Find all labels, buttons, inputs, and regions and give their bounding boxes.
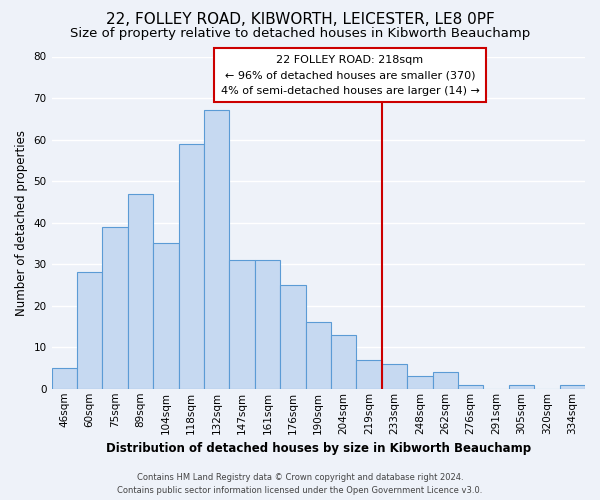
- Text: 22 FOLLEY ROAD: 218sqm
← 96% of detached houses are smaller (370)
4% of semi-det: 22 FOLLEY ROAD: 218sqm ← 96% of detached…: [221, 54, 479, 96]
- Bar: [52, 368, 77, 389]
- Text: Contains HM Land Registry data © Crown copyright and database right 2024.
Contai: Contains HM Land Registry data © Crown c…: [118, 474, 482, 495]
- Text: Size of property relative to detached houses in Kibworth Beauchamp: Size of property relative to detached ho…: [70, 28, 530, 40]
- Bar: [280, 285, 305, 389]
- Bar: [77, 272, 103, 389]
- Bar: [128, 194, 153, 389]
- Y-axis label: Number of detached properties: Number of detached properties: [15, 130, 28, 316]
- Bar: [331, 335, 356, 389]
- Bar: [204, 110, 229, 389]
- Bar: [179, 144, 204, 389]
- Bar: [433, 372, 458, 389]
- Bar: [560, 384, 585, 389]
- X-axis label: Distribution of detached houses by size in Kibworth Beauchamp: Distribution of detached houses by size …: [106, 442, 531, 455]
- Bar: [153, 244, 179, 389]
- Bar: [407, 376, 433, 389]
- Bar: [305, 322, 331, 389]
- Bar: [458, 384, 484, 389]
- Text: 22, FOLLEY ROAD, KIBWORTH, LEICESTER, LE8 0PF: 22, FOLLEY ROAD, KIBWORTH, LEICESTER, LE…: [106, 12, 494, 28]
- Bar: [509, 384, 534, 389]
- Bar: [229, 260, 255, 389]
- Bar: [103, 227, 128, 389]
- Bar: [356, 360, 382, 389]
- Bar: [255, 260, 280, 389]
- Bar: [382, 364, 407, 389]
